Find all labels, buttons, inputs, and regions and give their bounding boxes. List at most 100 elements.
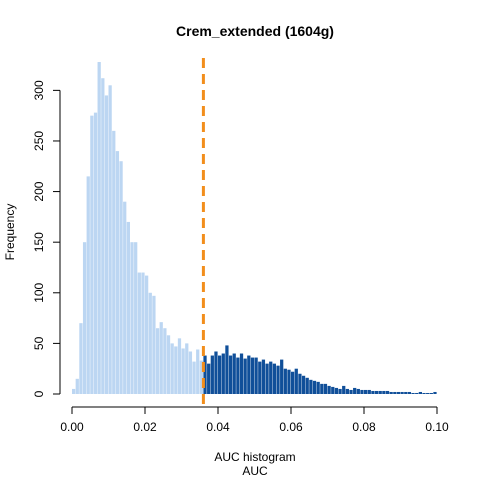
x-tick-label: 0.08	[352, 420, 376, 434]
histogram-bar	[225, 345, 229, 394]
histogram-bar	[320, 383, 324, 394]
y-tick-label: 300	[32, 80, 46, 100]
x-axis-label-unit: AUC	[242, 464, 268, 478]
histogram-bar	[97, 62, 101, 395]
histogram-bar	[356, 388, 360, 394]
y-tick-label: 200	[32, 181, 46, 201]
histogram-bar	[287, 369, 291, 394]
histogram-bar	[148, 292, 152, 394]
histogram-bar	[433, 391, 437, 394]
y-axis-ticks: 0 50 100 150 200 250 300	[32, 80, 60, 397]
histogram-bar	[349, 389, 353, 394]
histogram-bar	[90, 115, 94, 395]
histogram-bar	[276, 365, 280, 394]
histogram-bar	[389, 391, 393, 394]
histogram-bar	[108, 85, 112, 394]
histogram-bar	[221, 353, 225, 394]
histogram-bar	[218, 355, 222, 394]
histogram-bar	[283, 368, 287, 394]
histogram-bar	[258, 361, 262, 394]
histogram-bar	[104, 95, 109, 394]
histogram-bar	[323, 383, 328, 394]
histogram-bar	[418, 391, 422, 394]
histogram-bar	[134, 242, 138, 394]
histogram-bar	[203, 355, 207, 394]
histogram-bar	[316, 381, 320, 394]
histogram-bar	[166, 335, 171, 394]
histogram-bar	[407, 391, 412, 394]
y-axis-label: Frequency	[3, 204, 17, 261]
histogram-bar	[188, 351, 193, 394]
histogram-bar	[345, 388, 349, 394]
histogram-bar	[294, 368, 298, 394]
histogram-bar	[123, 201, 127, 394]
x-tick-label: 0.06	[279, 420, 303, 434]
histogram-bar	[338, 388, 342, 394]
histogram-bar	[101, 78, 105, 394]
histogram-bar	[86, 176, 90, 394]
histogram-bar	[119, 161, 123, 394]
histogram-bar	[72, 388, 76, 394]
histogram-bar	[312, 380, 317, 394]
histogram-bar	[400, 391, 404, 394]
histogram-bar	[301, 375, 306, 394]
histogram-bar	[115, 151, 120, 394]
histogram-bar	[250, 357, 255, 394]
histogram-bar	[411, 392, 415, 394]
histogram-bar	[265, 363, 269, 394]
histogram-bar	[185, 343, 189, 394]
x-axis-ticks: 0.00 0.02 0.04 0.06 0.08 0.10	[60, 407, 449, 434]
histogram-bar	[174, 346, 178, 394]
histogram-bar	[415, 392, 419, 394]
histogram-bar	[426, 392, 430, 394]
histogram-bar	[75, 378, 79, 394]
histogram-bar	[367, 389, 371, 394]
histogram-bar	[247, 355, 251, 394]
histogram-bar	[155, 328, 160, 394]
histogram-bar	[130, 242, 134, 394]
histogram-bar	[199, 360, 203, 394]
histogram-bar	[239, 353, 244, 394]
histogram-bar	[236, 357, 240, 394]
histogram-bar	[291, 371, 295, 394]
histogram-bar	[207, 363, 211, 394]
y-tick-label: 150	[32, 232, 46, 252]
y-tick-label: 50	[32, 336, 46, 350]
histogram-bar	[382, 390, 386, 394]
histogram-bar	[353, 387, 357, 394]
histogram-bar	[404, 391, 408, 394]
histogram-bar	[334, 387, 339, 394]
histogram-bar	[93, 112, 98, 394]
histogram-bar	[342, 385, 346, 394]
histogram-bar	[429, 392, 433, 394]
histogram-bar	[181, 348, 185, 394]
x-tick-label: 0.04	[206, 420, 230, 434]
histogram-bar	[272, 363, 276, 394]
histogram-bar	[232, 353, 236, 394]
histogram-bar	[254, 357, 258, 394]
x-tick-label: 0.10	[425, 420, 449, 434]
histogram-bar	[112, 130, 116, 394]
histogram-bar	[422, 392, 426, 394]
histogram-bar	[170, 343, 174, 394]
histogram-bar	[378, 390, 382, 394]
histogram-bar	[196, 349, 200, 394]
histogram-bar	[364, 389, 368, 394]
histogram-bar	[214, 351, 218, 394]
histogram-bar	[280, 359, 284, 394]
histogram-bar	[360, 389, 364, 394]
histogram-bar	[159, 322, 163, 394]
x-tick-label: 0.02	[133, 420, 157, 434]
histogram-bar	[126, 221, 130, 394]
histogram-bar	[374, 390, 379, 394]
histogram-bar	[385, 390, 390, 394]
x-axis-label: AUC histogram	[214, 450, 295, 464]
y-tick-label: 100	[32, 282, 46, 302]
histogram-bar	[305, 377, 309, 394]
histogram-bar	[228, 355, 233, 394]
histogram-bar	[163, 328, 167, 394]
histogram-bar	[177, 338, 182, 394]
histogram-bar	[261, 359, 266, 394]
